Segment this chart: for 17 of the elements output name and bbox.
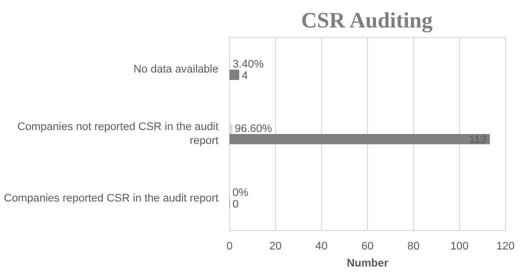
data-label: 96.60% xyxy=(234,122,272,135)
data-label: 0 xyxy=(232,198,239,210)
x-tick-label: 60 xyxy=(361,240,374,252)
data-label: 4 xyxy=(242,70,248,82)
x-tick-label: 20 xyxy=(269,240,282,252)
x-tick-label: 80 xyxy=(407,240,420,252)
data-label: 3.40% xyxy=(232,58,264,71)
x-axis-title: Number xyxy=(346,258,389,270)
data-label: 0% xyxy=(232,187,249,200)
y-tick-label: Companies reported CSR in the audit report xyxy=(4,192,219,204)
y-tick-label: No data available xyxy=(133,64,219,76)
y-tick-label: Companies not reported CSR in the audit report xyxy=(17,120,219,148)
x-tick-label: 100 xyxy=(450,240,469,252)
x-tick-label: 0 xyxy=(226,240,233,252)
chart-title: CSR Auditing xyxy=(301,8,433,32)
x-tick-label: 120 xyxy=(496,240,515,252)
x-tick-label: 40 xyxy=(315,240,328,252)
